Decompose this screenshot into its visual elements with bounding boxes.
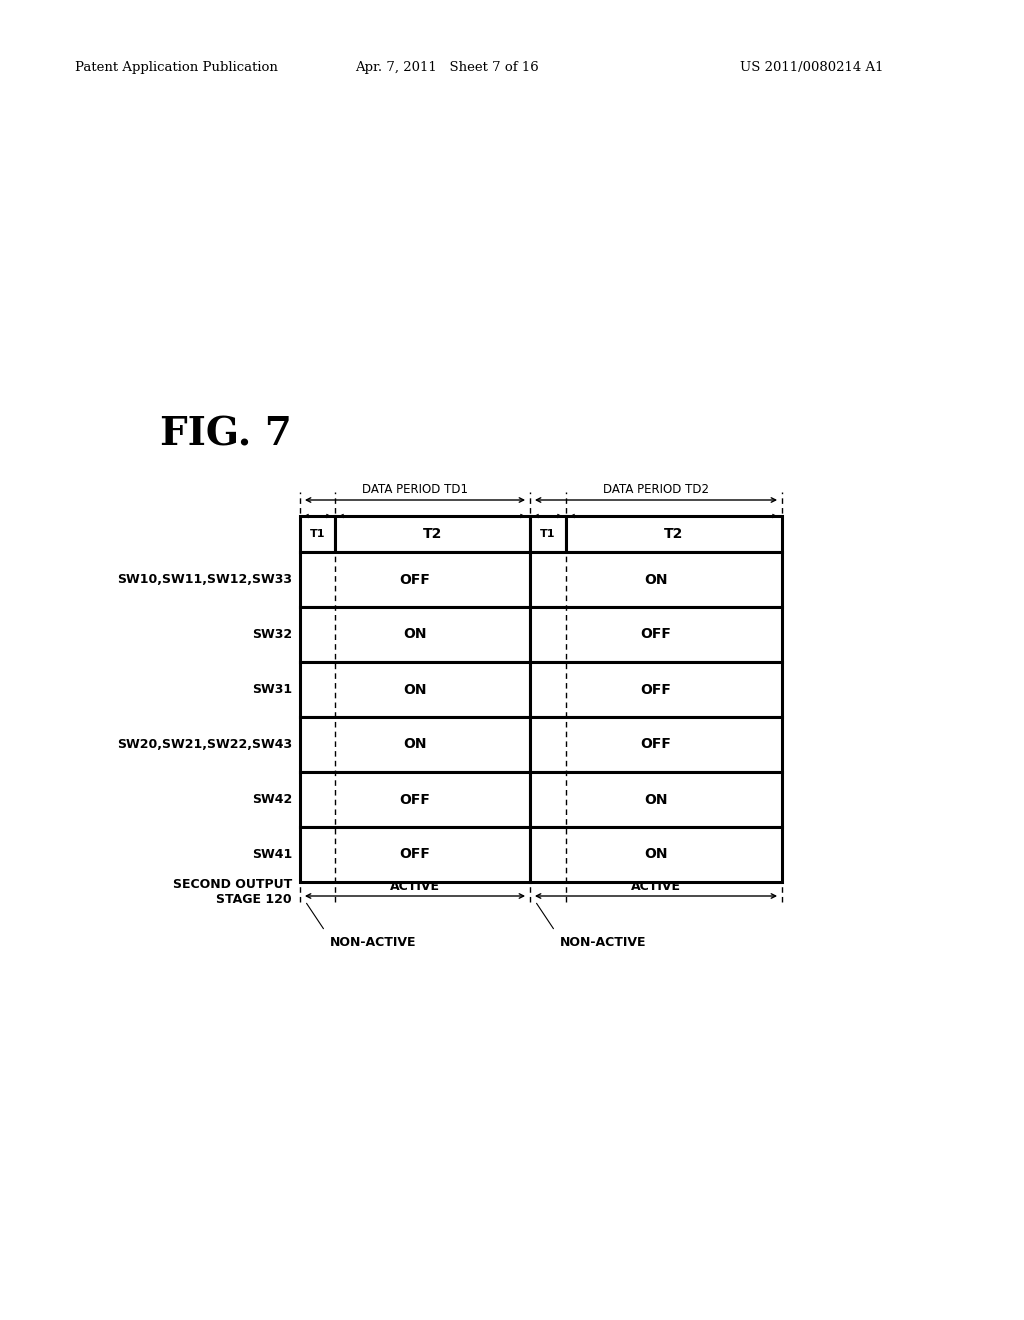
Text: DATA PERIOD TD1: DATA PERIOD TD1 [362, 483, 468, 496]
Bar [530, 516, 566, 552]
Text: ON: ON [403, 738, 427, 751]
Bar [530, 772, 782, 828]
Text: DATA PERIOD TD2: DATA PERIOD TD2 [603, 483, 709, 496]
Text: OFF: OFF [641, 682, 672, 697]
Bar [300, 772, 530, 828]
Bar [300, 663, 530, 717]
Text: OFF: OFF [399, 573, 430, 586]
Text: SW10,SW11,SW12,SW33: SW10,SW11,SW12,SW33 [117, 573, 292, 586]
Bar [300, 552, 530, 607]
Bar [300, 607, 530, 663]
Text: NON-ACTIVE: NON-ACTIVE [560, 936, 646, 949]
Text: Apr. 7, 2011   Sheet 7 of 16: Apr. 7, 2011 Sheet 7 of 16 [355, 62, 539, 74]
Text: OFF: OFF [641, 627, 672, 642]
Text: SW20,SW21,SW22,SW43: SW20,SW21,SW22,SW43 [117, 738, 292, 751]
Text: OFF: OFF [399, 792, 430, 807]
Text: T1: T1 [541, 529, 556, 539]
Text: NON-ACTIVE: NON-ACTIVE [330, 936, 417, 949]
Bar [530, 552, 782, 607]
Bar [300, 516, 335, 552]
Text: SECOND OUTPUT: SECOND OUTPUT [173, 878, 292, 891]
Bar [530, 717, 782, 772]
Bar [335, 516, 530, 552]
Text: OFF: OFF [399, 847, 430, 862]
Text: SW31: SW31 [252, 682, 292, 696]
Bar [530, 607, 782, 663]
Text: STAGE 120: STAGE 120 [216, 894, 292, 906]
Bar [300, 717, 530, 772]
Text: OFF: OFF [641, 738, 672, 751]
Text: T2: T2 [423, 527, 442, 541]
Text: SW42: SW42 [252, 793, 292, 807]
Text: Patent Application Publication: Patent Application Publication [75, 62, 278, 74]
Text: SW41: SW41 [252, 847, 292, 861]
Text: SW32: SW32 [252, 628, 292, 642]
Text: ACTIVE: ACTIVE [390, 880, 440, 894]
Text: T1: T1 [309, 529, 326, 539]
Text: ON: ON [403, 682, 427, 697]
Bar [530, 828, 782, 882]
Bar [300, 828, 530, 882]
Text: ON: ON [644, 573, 668, 586]
Text: ON: ON [644, 792, 668, 807]
Text: US 2011/0080214 A1: US 2011/0080214 A1 [740, 62, 884, 74]
Text: T2: T2 [665, 527, 684, 541]
Bar [566, 516, 782, 552]
Bar [530, 663, 782, 717]
Text: FIG. 7: FIG. 7 [160, 416, 292, 454]
Text: ON: ON [403, 627, 427, 642]
Text: ON: ON [644, 847, 668, 862]
Text: ACTIVE: ACTIVE [631, 880, 681, 894]
